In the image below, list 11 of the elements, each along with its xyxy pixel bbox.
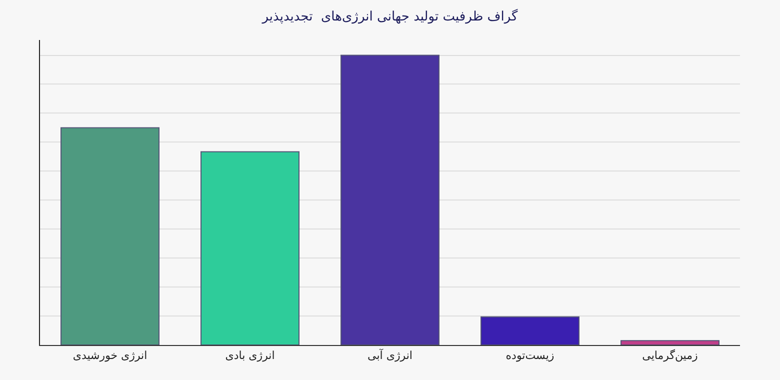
bar [620, 340, 720, 345]
bar [480, 316, 580, 345]
x-tick-label: انرژی بادی [225, 349, 275, 362]
bar [200, 151, 300, 345]
x-tick-label: زیست‌توده [506, 349, 554, 362]
x-tick-label: انرژی آبی [368, 348, 412, 362]
x-tick-label: زمین‌گرمایی [642, 349, 698, 362]
bar [60, 127, 160, 345]
chart-title: گراف ظرفیت تولید جهانی انرژی‌های تجدیدپذیر [261, 8, 519, 24]
x-tick-label: انرژی خورشیدی [72, 349, 148, 362]
bar [340, 54, 440, 345]
